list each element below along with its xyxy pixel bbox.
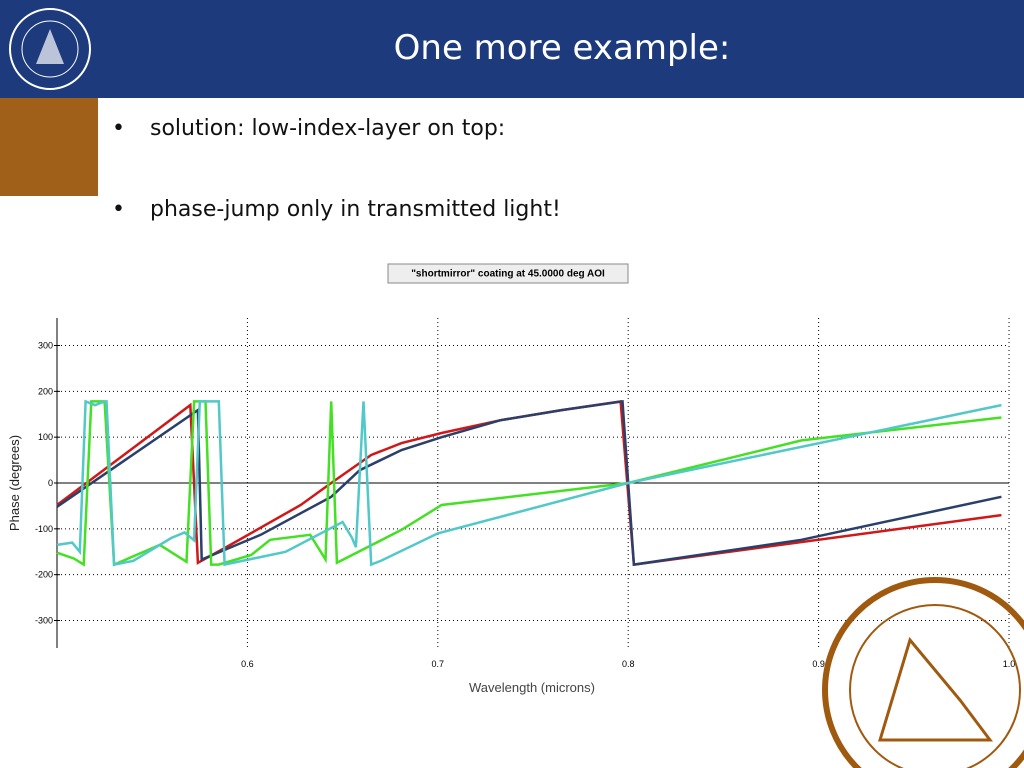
x-axis-label: Wavelength (microns): [469, 680, 595, 695]
x-tick-label: 0.8: [622, 659, 635, 669]
y-tick-label: -100: [35, 524, 53, 534]
y-tick-label: 100: [38, 432, 53, 442]
y-axis-label: Phase (degrees): [7, 435, 22, 531]
logo: [9, 8, 91, 90]
y-tick-label: 0: [48, 478, 53, 488]
series-line: [56, 399, 1002, 567]
slide-title: One more example:: [393, 28, 731, 68]
bullet: • solution: low-index-layer on top:: [112, 116, 506, 141]
y-tick-label: -200: [35, 570, 53, 580]
y-tick-label: 300: [38, 341, 53, 351]
header: One more example:: [0, 0, 1024, 98]
building-image: [0, 98, 98, 196]
chart-title: "shortmirror" coating at 45.0000 deg AOI: [411, 269, 605, 280]
series-line: [56, 400, 1002, 567]
bullet-text: phase-jump only in transmitted light!: [150, 197, 561, 222]
bullet: • phase-jump only in transmitted light!: [112, 197, 561, 222]
bullet-text: solution: low-index-layer on top:: [150, 116, 506, 141]
x-tick-label: 0.6: [241, 659, 254, 669]
x-tick-label: 1.0: [1003, 659, 1016, 669]
x-tick-label: 0.7: [432, 659, 445, 669]
chart-title-box: [387, 263, 629, 284]
seal: [822, 577, 1024, 768]
x-tick-label: 0.9: [812, 659, 825, 669]
y-tick-label: 200: [38, 386, 53, 396]
y-tick-label: -300: [35, 616, 53, 626]
